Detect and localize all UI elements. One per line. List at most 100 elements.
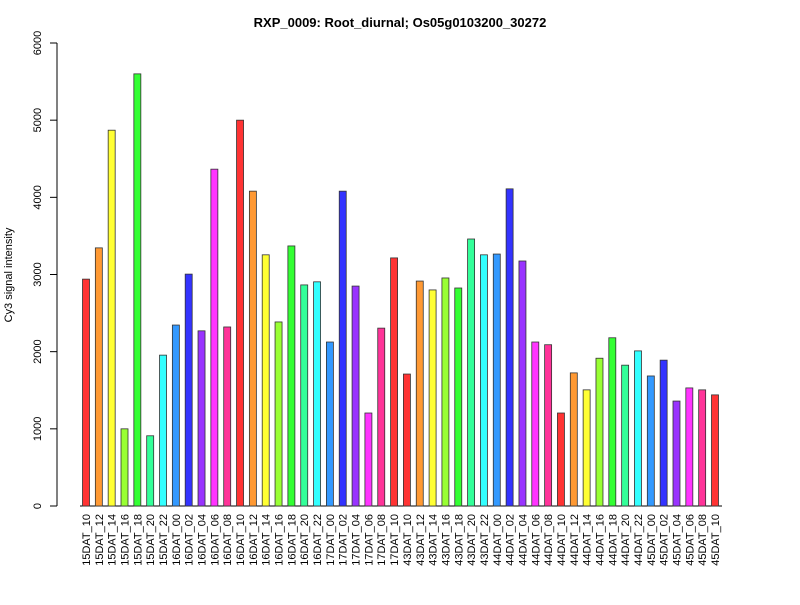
x-tick-label: 43DAT_10 [402, 514, 414, 566]
y-tick-label: 0 [32, 503, 44, 509]
x-tick-label: 15DAT_16 [120, 514, 132, 566]
x-tick-label: 45DAT_08 [697, 514, 709, 566]
bar [94, 247, 103, 507]
bar [223, 326, 232, 507]
y-tick-label: 1000 [32, 417, 44, 441]
bar [197, 330, 206, 507]
bar [107, 129, 116, 507]
x-tick-label: 44DAT_00 [492, 514, 504, 566]
y-tick-label: 3000 [32, 262, 44, 286]
x-tick-label: 16DAT_04 [197, 514, 209, 566]
bar [236, 119, 244, 507]
x-tick-label: 15DAT_12 [94, 514, 106, 566]
x-tick-label: 16DAT_10 [235, 514, 247, 566]
x-tick-label: 45DAT_02 [659, 514, 671, 566]
x-tick-label: 16DAT_18 [286, 514, 298, 566]
x-tick-label: 44DAT_08 [543, 514, 555, 566]
x-tick-label: 44DAT_18 [607, 514, 619, 566]
x-tick-label: 43DAT_18 [453, 514, 465, 566]
x-tick-label: 43DAT_16 [440, 514, 452, 566]
x-tick-label: 17DAT_00 [325, 514, 337, 566]
x-tick-label: 43DAT_14 [428, 514, 440, 566]
bar [300, 284, 309, 507]
x-tick-label: 45DAT_10 [710, 514, 722, 566]
x-tick-label: 43DAT_22 [479, 514, 491, 566]
bar [274, 321, 283, 507]
bar [608, 337, 617, 507]
x-tick-label: 16DAT_08 [222, 514, 234, 566]
bar [261, 254, 270, 507]
x-tick-label: 44DAT_12 [569, 514, 581, 566]
x-tick-label: 16DAT_14 [261, 514, 273, 566]
x-tick-label: 16DAT_02 [184, 514, 196, 566]
x-tick-label: 15DAT_22 [158, 514, 170, 566]
x-tick-label: 44DAT_06 [530, 514, 542, 566]
bar [634, 350, 642, 507]
x-tick-label: 43DAT_20 [466, 514, 478, 566]
bar [403, 373, 411, 507]
x-tick-label: 44DAT_10 [556, 514, 568, 566]
x-tick-label: 45DAT_00 [646, 514, 658, 566]
bar [184, 273, 193, 507]
x-tick-label: 44DAT_22 [633, 514, 645, 566]
y-tick-label: 5000 [32, 108, 44, 132]
x-tick-label: 43DAT_12 [415, 514, 427, 566]
x-tick-label: 45DAT_06 [684, 514, 696, 566]
bar [569, 372, 578, 507]
bar [82, 278, 90, 507]
bar [325, 341, 334, 507]
bar [454, 287, 463, 507]
bar [377, 327, 386, 507]
bar [210, 168, 219, 507]
bar [171, 324, 180, 507]
bar [133, 73, 142, 507]
bar [711, 394, 719, 507]
x-tick-label: 16DAT_06 [209, 514, 221, 566]
bar [505, 188, 514, 507]
x-tick-label: 15DAT_18 [132, 514, 144, 566]
bar [518, 260, 527, 507]
x-tick-label: 17DAT_10 [389, 514, 401, 566]
bar [646, 375, 655, 507]
x-tick-label: 15DAT_20 [145, 514, 157, 566]
bar [621, 364, 630, 507]
x-tick-label: 17DAT_04 [351, 514, 363, 566]
bar [364, 412, 373, 507]
bar [120, 428, 129, 507]
bar [480, 254, 488, 507]
bar [582, 389, 591, 507]
x-tick-label: 17DAT_08 [376, 514, 388, 566]
x-tick-label: 44DAT_04 [517, 514, 529, 566]
x-tick-label: 44DAT_16 [594, 514, 606, 566]
bar [441, 277, 450, 507]
bar [248, 190, 257, 507]
x-tick-label: 44DAT_20 [620, 514, 632, 566]
bar [338, 190, 347, 507]
bar [146, 435, 155, 507]
bar [390, 257, 398, 507]
bar [698, 389, 707, 507]
y-tick-label: 2000 [32, 339, 44, 363]
bar [287, 245, 296, 507]
x-tick-label: 16DAT_22 [312, 514, 324, 566]
x-tick-label: 44DAT_14 [582, 514, 594, 566]
bar [492, 253, 501, 507]
bar [351, 285, 360, 507]
bar [313, 281, 321, 507]
chart-title: RXP_0009: Root_diurnal; Os05g0103200_302… [254, 15, 547, 30]
y-axis-label: Cy3 signal intensity [3, 227, 15, 322]
bar [159, 354, 167, 507]
bar [544, 344, 553, 507]
x-tick-label: 44DAT_02 [505, 514, 517, 566]
bar [467, 238, 476, 507]
x-tick-label: 17DAT_06 [363, 514, 375, 566]
bar [557, 412, 565, 507]
bar [595, 357, 604, 507]
x-tick-label: 45DAT_04 [671, 514, 683, 566]
bar [659, 359, 668, 507]
x-tick-label: 16DAT_20 [299, 514, 311, 566]
bar [531, 341, 540, 507]
bar [415, 280, 424, 507]
x-tick-label: 16DAT_16 [274, 514, 286, 566]
